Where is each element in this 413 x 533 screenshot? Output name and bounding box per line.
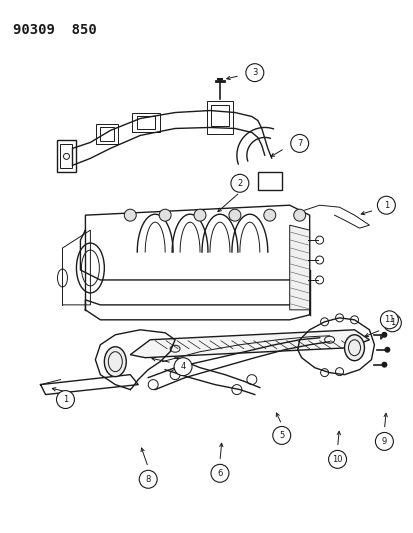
Circle shape — [263, 209, 275, 221]
Circle shape — [384, 347, 389, 353]
Circle shape — [380, 362, 387, 368]
Circle shape — [293, 209, 305, 221]
Polygon shape — [289, 225, 309, 310]
Circle shape — [124, 209, 136, 221]
Text: 4: 4 — [180, 362, 185, 371]
Text: 2: 2 — [237, 179, 242, 188]
Circle shape — [159, 209, 171, 221]
Text: 7: 7 — [296, 139, 301, 148]
Circle shape — [380, 311, 397, 329]
Circle shape — [375, 432, 392, 450]
Text: 11: 11 — [383, 316, 394, 324]
Circle shape — [211, 464, 228, 482]
Circle shape — [174, 358, 192, 376]
Circle shape — [228, 209, 240, 221]
Text: 8: 8 — [145, 475, 150, 484]
Circle shape — [382, 314, 400, 332]
Ellipse shape — [104, 347, 126, 377]
Circle shape — [377, 196, 394, 214]
Text: 6: 6 — [217, 469, 222, 478]
Text: 1: 1 — [389, 318, 394, 327]
Circle shape — [328, 450, 346, 469]
Circle shape — [290, 134, 308, 152]
Text: 3: 3 — [252, 68, 257, 77]
Circle shape — [272, 426, 290, 445]
Text: 5: 5 — [278, 431, 284, 440]
Circle shape — [380, 332, 387, 338]
Text: 9: 9 — [381, 437, 386, 446]
Text: 1: 1 — [383, 201, 388, 209]
Circle shape — [230, 174, 248, 192]
Text: 10: 10 — [332, 455, 342, 464]
Circle shape — [139, 470, 157, 488]
Polygon shape — [130, 330, 368, 358]
Ellipse shape — [344, 335, 363, 361]
Circle shape — [194, 209, 206, 221]
Circle shape — [56, 391, 74, 408]
Circle shape — [245, 63, 263, 82]
Text: 1: 1 — [63, 395, 68, 404]
Text: 90309  850: 90309 850 — [13, 23, 96, 37]
